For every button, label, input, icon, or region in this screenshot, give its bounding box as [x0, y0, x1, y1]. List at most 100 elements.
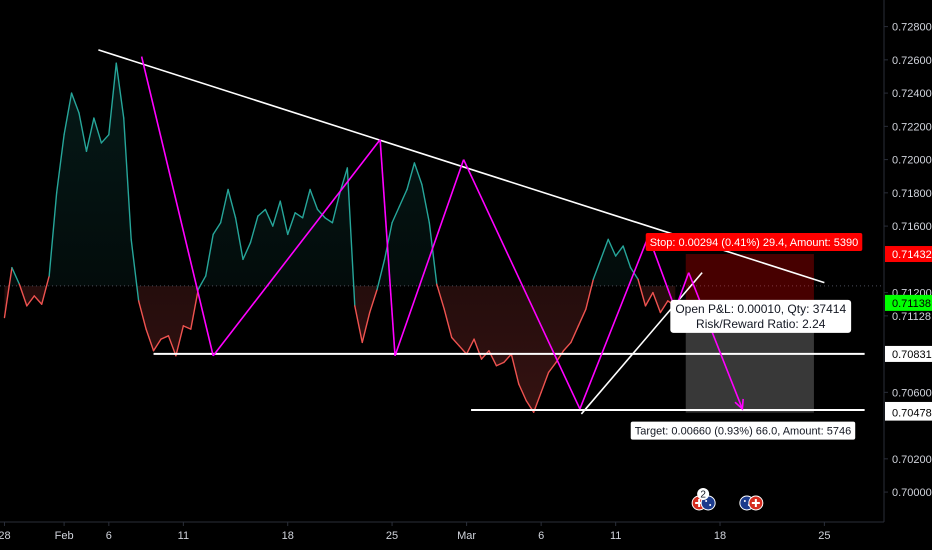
- zigzag-segment: [462, 159, 581, 410]
- price-point: [533, 412, 534, 413]
- price-point: [548, 372, 549, 373]
- price-segment: [309, 188, 319, 211]
- price-segment: [518, 383, 527, 402]
- price-point: [563, 350, 564, 351]
- time-tick-label: 25: [818, 530, 830, 542]
- price-tag[interactable]: 0.71432: [885, 246, 932, 263]
- price-segment: [421, 183, 431, 224]
- price-point: [645, 305, 646, 306]
- price-segment: [70, 92, 80, 114]
- price-point: [406, 189, 407, 190]
- price-point: [600, 259, 601, 260]
- price-tag-text: 0.71432: [892, 249, 932, 261]
- price-point: [242, 259, 243, 260]
- price-tick-label: 0.72600: [892, 55, 932, 67]
- price-point: [347, 167, 348, 168]
- price-segment: [383, 222, 393, 261]
- price-segment: [227, 188, 237, 219]
- price-segment: [503, 353, 513, 364]
- price-tick-label: 0.72200: [892, 121, 932, 133]
- price-point: [56, 192, 57, 193]
- economic-event-1[interactable]: 2: [691, 488, 716, 511]
- price-point: [250, 242, 251, 243]
- price-segment: [324, 217, 334, 224]
- stop-label[interactable]: Stop: 0.00294 (0.41%) 29.4, Amount: 5390: [645, 233, 863, 252]
- price-segment: [219, 188, 229, 224]
- price-segment: [48, 192, 58, 277]
- price-segment: [160, 335, 170, 340]
- price-tick-label: 0.70600: [892, 387, 932, 399]
- price-point: [555, 362, 556, 363]
- zigzag-arrowhead: [734, 398, 744, 411]
- time-tick-label: 11: [610, 530, 621, 542]
- price-segment: [294, 212, 304, 219]
- price-point: [160, 339, 161, 340]
- zigzag-segment: [140, 56, 214, 356]
- price-tag[interactable]: 0.71138: [885, 294, 932, 311]
- price-point: [362, 342, 363, 343]
- economic-event-2[interactable]: [739, 495, 764, 511]
- price-point: [272, 225, 273, 226]
- target-label[interactable]: Target: 0.00660 (0.93%) 66.0, Amount: 57…: [630, 421, 856, 440]
- price-point: [101, 142, 102, 143]
- price-point: [41, 304, 42, 305]
- time-tick-label: 18: [282, 530, 294, 542]
- price-point: [481, 358, 482, 359]
- price-segment: [562, 341, 572, 352]
- price-point: [637, 279, 638, 280]
- price-axis[interactable]: 0.72800 0.72600 0.72400 0.72200 0.72000 0.718…: [883, 0, 932, 522]
- price-point: [309, 189, 310, 190]
- price-segment: [428, 222, 438, 285]
- plot-area[interactable]: [0, 62, 884, 413]
- price-segment: [167, 335, 177, 357]
- price-point: [459, 345, 460, 346]
- time-axis[interactable]: 28 Feb 6 11 18 25 Mar 6 11 18 25: [0, 521, 884, 542]
- price-segment: [26, 295, 35, 307]
- price-point: [183, 325, 184, 326]
- time-tick-label: 11: [178, 530, 189, 542]
- price-point: [667, 300, 668, 301]
- price-tag-bg: [885, 345, 932, 362]
- price-point: [377, 289, 378, 290]
- series-fill-below: [4, 285, 676, 413]
- price-tag[interactable]: 0.70831: [885, 345, 932, 362]
- price-segment: [368, 288, 378, 314]
- price-point: [287, 234, 288, 235]
- price-segment: [361, 311, 371, 344]
- time-tick-label: 18: [714, 530, 726, 542]
- star-icon: [709, 504, 712, 506]
- price-point: [623, 245, 624, 246]
- price-tick-label: 0.71128: [892, 311, 931, 323]
- time-tick-label: 6: [538, 530, 544, 542]
- price-point: [414, 162, 415, 163]
- price-point: [175, 355, 176, 356]
- price-segment: [540, 371, 550, 394]
- lower-trendline[interactable]: [580, 272, 703, 415]
- price-segment: [130, 238, 140, 302]
- open-pnl-label[interactable]: Open P&L: 0.00010, Qty: 37414Risk/Reward…: [670, 299, 852, 333]
- price-point: [473, 339, 474, 340]
- zigzag-segment: [212, 139, 381, 357]
- price-segment: [93, 117, 103, 144]
- price-segment: [18, 283, 28, 307]
- price-point: [123, 117, 124, 118]
- price-segment: [659, 300, 669, 314]
- price-segment: [614, 245, 624, 257]
- price-point: [451, 337, 452, 338]
- price-segment: [316, 208, 326, 219]
- price-segment: [242, 242, 252, 261]
- price-point: [19, 284, 20, 285]
- price-tick-label: 0.70000: [892, 487, 932, 499]
- price-tag[interactable]: 0.70478: [885, 404, 932, 421]
- star-icon: [705, 500, 708, 502]
- event-count-badge: [697, 488, 710, 500]
- price-segment: [547, 361, 557, 374]
- price-segment: [346, 167, 356, 307]
- price-segment: [510, 353, 520, 385]
- price-segment: [190, 288, 199, 330]
- price-point: [295, 212, 296, 213]
- price-point: [608, 239, 609, 240]
- price-point: [153, 350, 154, 351]
